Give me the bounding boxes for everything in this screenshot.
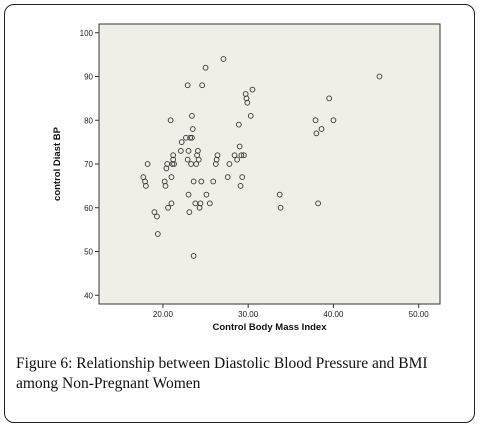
data-point [238, 152, 245, 159]
data-point [168, 200, 175, 207]
data-point [199, 82, 206, 89]
data-point [170, 152, 177, 159]
y-tick-label: 100 [80, 29, 94, 38]
data-point [167, 117, 174, 124]
data-point [241, 152, 247, 159]
data-point [203, 191, 210, 198]
data-point [177, 148, 184, 154]
data-point [276, 191, 283, 198]
data-point [187, 134, 194, 141]
x-tick-label: 40.00 [323, 310, 344, 319]
data-point [312, 117, 319, 124]
x-axis-title: Control Body Mass Index [212, 322, 327, 333]
caption-label: Figure 6: [16, 355, 73, 372]
figure-caption: Figure 6: Relationship between Diastolic… [16, 354, 470, 394]
data-point [330, 117, 337, 124]
data-point [214, 152, 221, 159]
data-point [235, 121, 242, 128]
data-point [185, 148, 192, 154]
data-point [210, 178, 217, 185]
x-axis-ticks: 20.00 30.00 40.00 50.00 [153, 304, 429, 319]
data-point [234, 156, 240, 163]
data-point [376, 73, 383, 80]
data-point [193, 161, 200, 167]
data-point [154, 213, 160, 220]
x-tick-label: 50.00 [409, 310, 430, 319]
y-tick-label: 50 [84, 248, 93, 257]
data-point [326, 95, 333, 102]
y-tick-label: 80 [84, 116, 93, 125]
data-point [197, 200, 204, 207]
caption-text: Relationship between Diastolic Blood Pre… [16, 355, 428, 392]
data-point [277, 204, 284, 211]
data-point [236, 143, 243, 150]
data-point [318, 126, 325, 132]
y-axis-ticks: 40 50 60 70 80 90 100 [80, 29, 99, 300]
y-tick-label: 40 [84, 291, 93, 300]
data-point [202, 64, 209, 71]
data-point [239, 174, 246, 180]
data-point [189, 134, 195, 141]
data-point [220, 56, 227, 62]
x-tick-label: 20.00 [153, 310, 174, 319]
data-point [144, 161, 151, 167]
data-point [224, 174, 231, 180]
data-point [189, 126, 196, 132]
data-point [162, 183, 169, 189]
data-point [154, 231, 161, 237]
data-point [237, 183, 244, 189]
data-point [247, 113, 254, 119]
y-tick-label: 60 [84, 204, 93, 213]
data-point [198, 178, 205, 185]
data-point [190, 253, 197, 259]
data-point [206, 200, 213, 207]
data-points [140, 56, 383, 259]
y-tick-label: 70 [84, 160, 93, 169]
data-point [185, 191, 192, 198]
data-point [315, 200, 321, 207]
data-point [313, 130, 320, 137]
data-point [184, 82, 191, 89]
data-point [226, 161, 233, 167]
data-point [244, 99, 251, 106]
data-point [165, 204, 171, 211]
data-point [249, 86, 256, 93]
y-tick-label: 90 [84, 73, 93, 82]
y-axis-title: control Diast BP [52, 126, 63, 201]
data-point [231, 152, 238, 159]
data-point [186, 209, 193, 215]
data-point [151, 209, 158, 215]
data-point [195, 148, 201, 154]
data-point [183, 134, 189, 141]
data-point [184, 156, 191, 163]
data-point [189, 113, 195, 119]
data-point [143, 183, 149, 189]
data-point [190, 178, 197, 185]
data-point [195, 156, 202, 163]
data-point [168, 174, 175, 180]
data-point [178, 139, 185, 145]
scatter-chart: 40 50 60 70 80 90 100 20.00 30.00 40.00 50.00 Con… [52, 23, 441, 333]
data-point [171, 161, 177, 167]
plot-area [98, 23, 441, 305]
x-tick-label: 30.00 [238, 310, 259, 319]
